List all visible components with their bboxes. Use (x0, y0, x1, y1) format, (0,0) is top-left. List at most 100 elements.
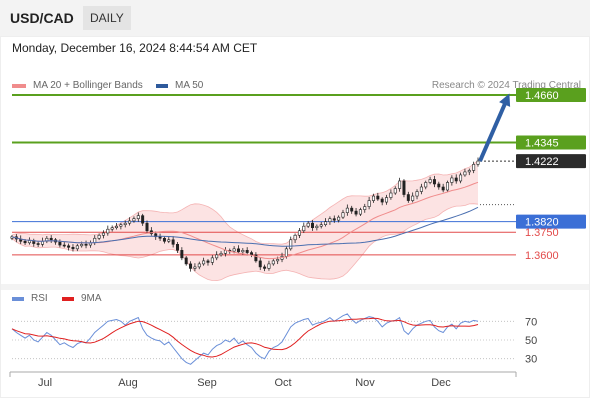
candle (167, 237, 171, 244)
candle-body (411, 195, 415, 201)
timeframe-button[interactable]: DAILY (83, 6, 131, 30)
candle (428, 176, 432, 185)
x-tick-label: Aug (118, 377, 138, 389)
candle-body (27, 240, 31, 244)
candle (193, 263, 197, 272)
candle (206, 259, 210, 266)
candle (110, 225, 114, 232)
candle (236, 245, 240, 254)
candle (176, 242, 179, 254)
candle-body (189, 263, 193, 269)
candle (398, 177, 402, 192)
candle-body (311, 222, 314, 229)
candle-body (345, 207, 349, 213)
candle (350, 205, 354, 214)
candle-body (276, 259, 280, 262)
candle (267, 260, 271, 271)
ma50-line (11, 206, 479, 247)
candle-body (106, 228, 110, 234)
candle-body (446, 182, 450, 191)
ma9-swatch (62, 296, 74, 301)
candle (324, 218, 328, 227)
candle-body (219, 253, 223, 256)
candle (385, 194, 389, 205)
panel-separator (0, 284, 590, 290)
candle (145, 220, 149, 233)
candle-body (289, 239, 293, 250)
level-resistance-0: 1.4660 (12, 88, 586, 103)
candle-body (254, 254, 258, 262)
candle-body (84, 244, 88, 246)
candle (106, 225, 110, 236)
candle (367, 196, 371, 210)
ma20-swatch (12, 83, 26, 88)
bollinger-lower-line (11, 203, 479, 282)
level-label: 1.4345 (525, 138, 559, 150)
candle (306, 220, 310, 229)
candle-body (371, 195, 375, 201)
candle-body (328, 218, 332, 222)
candle-body (71, 247, 75, 250)
legend-ma20-label: MA 20 + Bollinger Bands (33, 80, 143, 91)
candle-body (171, 239, 175, 245)
level-label: 1.4660 (525, 90, 559, 102)
candle-body (284, 248, 288, 257)
candle (245, 247, 249, 256)
candle-body (358, 209, 362, 215)
candle-body (62, 244, 66, 247)
candle-body (319, 224, 323, 227)
candle (337, 215, 341, 223)
candle-body (380, 198, 384, 203)
candle-body (49, 237, 53, 241)
candle-body (258, 260, 262, 268)
candle (450, 175, 454, 186)
candle-body (136, 215, 140, 219)
candle (119, 222, 123, 230)
candle-body (115, 225, 119, 229)
x-tick-label: Dec (431, 377, 451, 389)
candle (254, 252, 258, 263)
candle (472, 161, 476, 174)
legend-ma50: MA 50 (156, 80, 203, 91)
candle (71, 244, 75, 252)
candle (67, 243, 71, 251)
candle-body (23, 240, 27, 244)
candle-body (306, 222, 310, 227)
candle-body (467, 170, 471, 173)
level-resistance-1: 1.4345 (12, 135, 586, 150)
candle-body (263, 266, 267, 269)
candle (101, 230, 105, 239)
candle (341, 209, 345, 219)
candle-body (389, 192, 393, 198)
candle (311, 220, 314, 231)
candle-body (476, 160, 480, 165)
candle-body (402, 180, 406, 195)
rsi-line (11, 313, 479, 365)
candle (371, 193, 375, 203)
candle (389, 189, 393, 200)
legend-9ma: 9MA (62, 293, 102, 304)
candle-body (67, 245, 71, 248)
candle (459, 172, 463, 184)
candle (358, 207, 362, 216)
candle-body (80, 244, 84, 247)
rsi-9ma-line (11, 317, 479, 358)
candle-body (128, 220, 132, 224)
candle-body (215, 254, 219, 259)
candle-body (245, 250, 249, 253)
candle (437, 181, 441, 190)
candle (128, 217, 132, 226)
level-tag (516, 214, 586, 229)
candle (97, 233, 101, 241)
candle-body (40, 240, 44, 245)
candle-body (158, 236, 162, 239)
rsi-tick-label: 70 (525, 316, 537, 328)
candle (58, 239, 62, 248)
candle-body (293, 234, 297, 241)
candle (180, 247, 184, 261)
candle-body (376, 195, 380, 200)
legend-9ma-label: 9MA (81, 293, 102, 304)
ma50-swatch (156, 83, 168, 88)
candle (202, 257, 206, 266)
